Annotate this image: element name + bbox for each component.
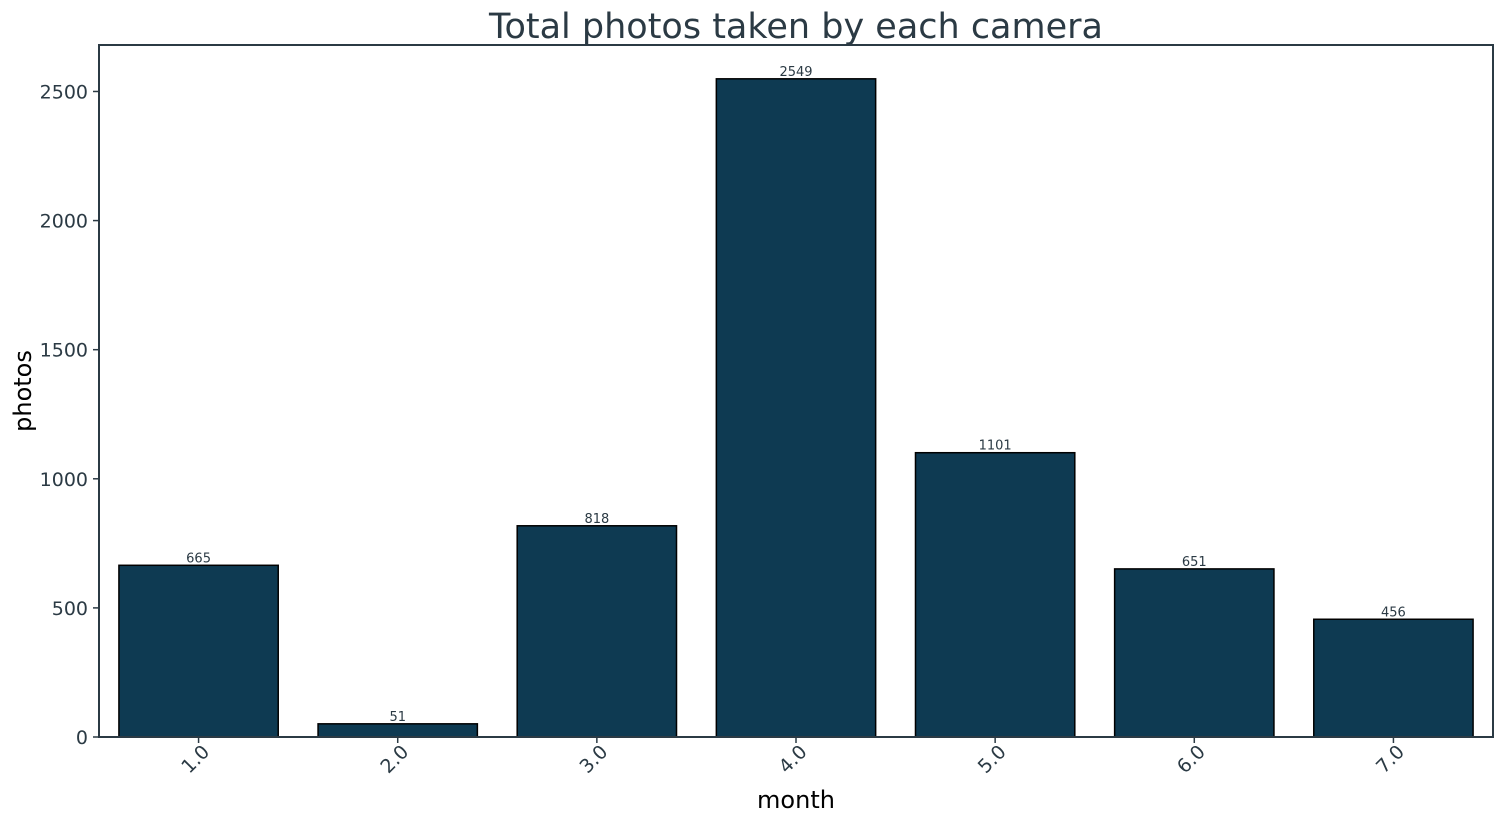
bar-1.0 — [118, 564, 279, 738]
bar-4.0 — [715, 78, 877, 738]
bars-group — [118, 78, 1474, 738]
x-tick-label: 7.0 — [1372, 741, 1409, 778]
y-tick-label: 1000 — [40, 469, 88, 491]
data-label-5.0: 1101 — [979, 439, 1012, 454]
y-tick-label: 2500 — [40, 81, 88, 103]
x-tick-label: 4.0 — [775, 741, 812, 778]
data-label-2.0: 51 — [389, 710, 406, 725]
bar-5.0 — [914, 451, 1076, 738]
y-tick-label: 2000 — [40, 211, 88, 233]
bar-6.0 — [1113, 568, 1275, 738]
x-tick-label: 3.0 — [575, 741, 612, 778]
x-tick-label: 2.0 — [376, 741, 413, 778]
data-label-6.0: 651 — [1182, 555, 1207, 570]
bar-7.0 — [1313, 618, 1474, 738]
y-axis: 0 500 1000 1500 2000 2500 — [40, 81, 99, 749]
x-tick-label: 1.0 — [177, 741, 214, 778]
bar-2.0 — [317, 723, 479, 738]
bar-3.0 — [516, 525, 678, 738]
y-tick-label: 0 — [76, 727, 88, 749]
data-labels-group: 665 51 818 2549 1101 651 456 — [186, 65, 1406, 725]
data-label-3.0: 818 — [584, 512, 609, 527]
x-axis-label: month — [757, 786, 835, 814]
data-label-4.0: 2549 — [779, 65, 812, 80]
chart-title: Total photos taken by each camera — [488, 7, 1103, 47]
y-tick-label: 500 — [52, 598, 88, 620]
data-label-7.0: 456 — [1381, 605, 1406, 620]
x-tick-label: 6.0 — [1173, 741, 1210, 778]
y-tick-label: 1500 — [40, 340, 88, 362]
x-tick-label: 5.0 — [974, 741, 1011, 778]
x-axis: 1.0 2.0 3.0 4.0 5.0 6.0 7.0 — [177, 737, 1409, 778]
data-label-1.0: 665 — [186, 551, 211, 566]
y-axis-label: photos — [9, 350, 37, 432]
